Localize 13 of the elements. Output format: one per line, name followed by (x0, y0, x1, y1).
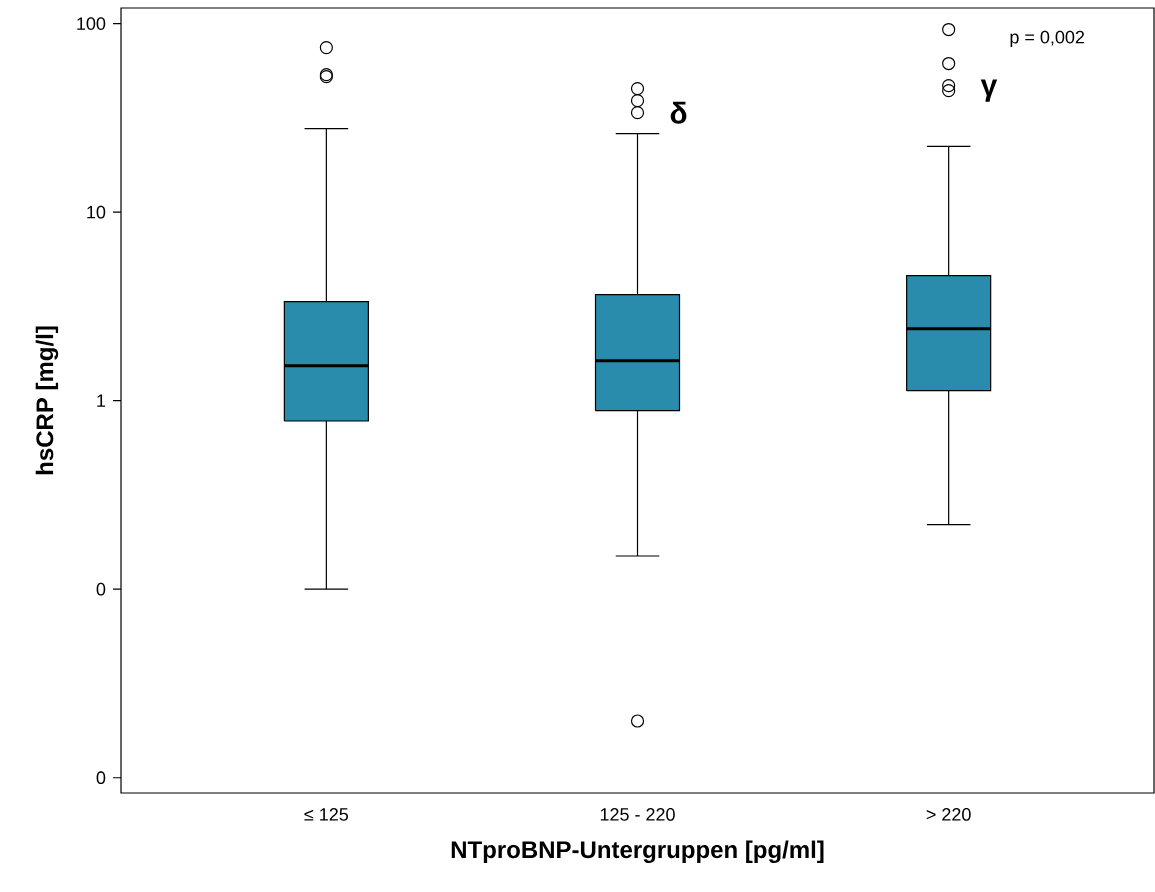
y-tick-label: 100 (77, 17, 106, 30)
y-tick-label: 0 (96, 582, 106, 596)
y-tick-label: 0 (96, 771, 106, 785)
x-tick-label: 125 - 220 (600, 808, 675, 821)
x-tick-label: > 220 (926, 808, 971, 821)
annotation: γ (980, 79, 998, 102)
y-tick-label: 10 (87, 205, 106, 219)
y-axis-title: hsCRP [mg/l] (35, 326, 59, 475)
annotation: p = 0,002 (1010, 30, 1085, 48)
x-axis-title: NTproBNP-Untergruppen [pg/ml] (451, 840, 824, 863)
x-tick-label: ≤ 125 (304, 808, 349, 821)
annotation: δ (670, 101, 687, 124)
y-tick-label: 1 (97, 394, 106, 407)
